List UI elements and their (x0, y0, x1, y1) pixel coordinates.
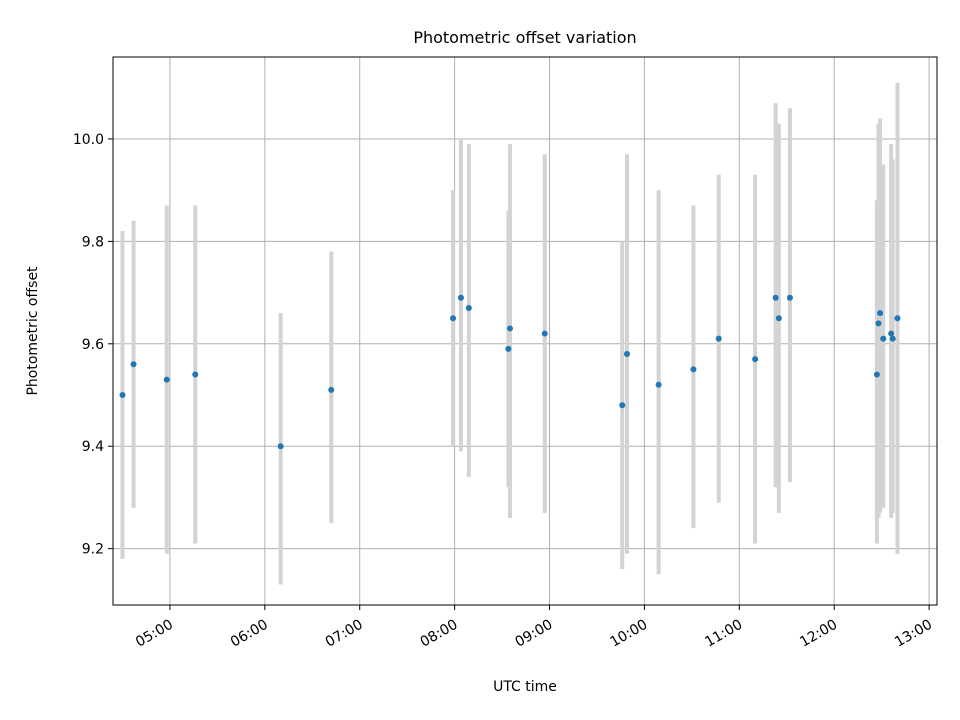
data-point (690, 366, 697, 373)
data-point (877, 310, 884, 317)
y-tick-label: 9.4 (82, 439, 104, 455)
data-point (655, 381, 662, 388)
data-point (888, 330, 895, 337)
data-point (772, 294, 779, 301)
data-point (880, 335, 887, 342)
x-axis-label: UTC time (493, 679, 557, 695)
data-point (450, 315, 457, 322)
data-points (119, 294, 901, 450)
data-point (465, 304, 472, 311)
y-tick-label: 10.0 (73, 132, 104, 148)
data-point (506, 325, 513, 332)
y-tick-label: 9.8 (82, 234, 104, 250)
grid (113, 57, 937, 605)
y-tick-label: 9.2 (82, 542, 104, 558)
plot-frame (112, 56, 938, 606)
data-point (163, 376, 170, 383)
data-point (889, 335, 896, 342)
data-point (715, 335, 722, 342)
y-tick-label: 9.6 (82, 337, 104, 353)
y-axis-ticks: 9.2 9.4 9.6 9.8 10.0 (73, 132, 113, 558)
data-point (192, 371, 199, 378)
data-point (875, 320, 882, 327)
data-point (873, 371, 880, 378)
data-point (786, 294, 793, 301)
data-point (277, 443, 284, 450)
data-point (457, 294, 464, 301)
data-point (130, 361, 137, 368)
data-point (505, 345, 512, 352)
data-point (894, 315, 901, 322)
data-point (541, 330, 548, 337)
data-point (775, 315, 782, 322)
y-axis-label: Photometric offset (25, 266, 41, 396)
data-point (624, 351, 631, 358)
data-point (619, 402, 626, 409)
data-point (752, 356, 759, 363)
chart-title: Photometric offset variation (413, 28, 636, 47)
data-point (119, 392, 126, 399)
data-point (328, 386, 335, 393)
